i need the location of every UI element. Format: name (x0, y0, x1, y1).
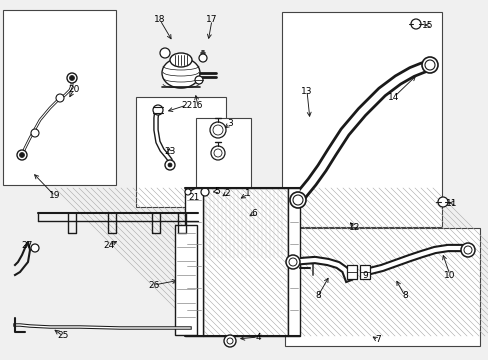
Text: 2: 2 (224, 189, 229, 198)
Circle shape (164, 160, 175, 170)
Circle shape (67, 73, 77, 83)
Text: 13: 13 (301, 86, 312, 95)
Circle shape (463, 246, 471, 254)
Circle shape (31, 244, 39, 252)
Circle shape (153, 105, 163, 115)
Bar (3, 10, 116, 185)
Bar (359, 265, 369, 279)
Circle shape (224, 335, 236, 347)
Circle shape (201, 188, 208, 196)
Circle shape (289, 192, 305, 208)
Circle shape (421, 57, 437, 73)
Text: 23: 23 (164, 148, 175, 157)
Circle shape (437, 197, 447, 207)
Circle shape (184, 189, 191, 195)
Circle shape (195, 76, 203, 84)
Circle shape (288, 258, 296, 266)
Text: 8: 8 (401, 292, 407, 301)
Circle shape (410, 19, 420, 29)
Text: 17: 17 (206, 15, 217, 24)
Text: 18: 18 (154, 15, 165, 24)
Circle shape (226, 338, 232, 344)
Text: 11: 11 (446, 198, 457, 207)
Bar (136, 97, 225, 207)
Text: 25: 25 (57, 332, 68, 341)
Text: 4: 4 (255, 333, 260, 342)
Circle shape (460, 243, 474, 257)
Circle shape (31, 129, 39, 137)
Circle shape (69, 76, 74, 81)
Bar (282, 12, 441, 227)
Text: 16: 16 (192, 102, 203, 111)
Bar (196, 118, 250, 196)
Text: 27: 27 (21, 240, 33, 249)
Bar (285, 228, 479, 346)
Bar (203, 188, 287, 336)
Text: 14: 14 (387, 93, 399, 102)
Circle shape (168, 163, 172, 167)
Circle shape (199, 54, 206, 62)
Text: 12: 12 (348, 224, 360, 233)
Text: 9: 9 (362, 270, 367, 279)
Text: 15: 15 (421, 21, 433, 30)
Circle shape (285, 255, 299, 269)
Circle shape (213, 125, 223, 135)
Circle shape (17, 150, 27, 160)
Text: 3: 3 (226, 120, 232, 129)
Text: 26: 26 (148, 280, 160, 289)
Text: 5: 5 (214, 186, 220, 195)
Ellipse shape (162, 58, 200, 88)
Circle shape (424, 60, 434, 70)
Circle shape (160, 48, 170, 58)
Text: 21: 21 (188, 193, 199, 202)
Text: 7: 7 (374, 336, 380, 345)
Text: 22: 22 (181, 100, 192, 109)
Circle shape (20, 153, 24, 158)
Bar (346, 265, 356, 279)
Circle shape (210, 146, 224, 160)
Text: 8: 8 (314, 292, 320, 301)
Ellipse shape (170, 53, 192, 67)
Circle shape (292, 195, 303, 205)
Text: 20: 20 (68, 85, 80, 94)
Bar (175, 225, 197, 335)
Circle shape (209, 122, 225, 138)
Text: 10: 10 (443, 270, 455, 279)
Text: 6: 6 (251, 208, 256, 217)
Bar (287, 188, 299, 336)
Text: 19: 19 (49, 192, 61, 201)
Text: 1: 1 (244, 189, 250, 198)
Bar (203, 188, 287, 336)
Circle shape (214, 149, 222, 157)
Text: 24: 24 (103, 240, 114, 249)
Circle shape (56, 94, 64, 102)
Bar (184, 188, 203, 336)
